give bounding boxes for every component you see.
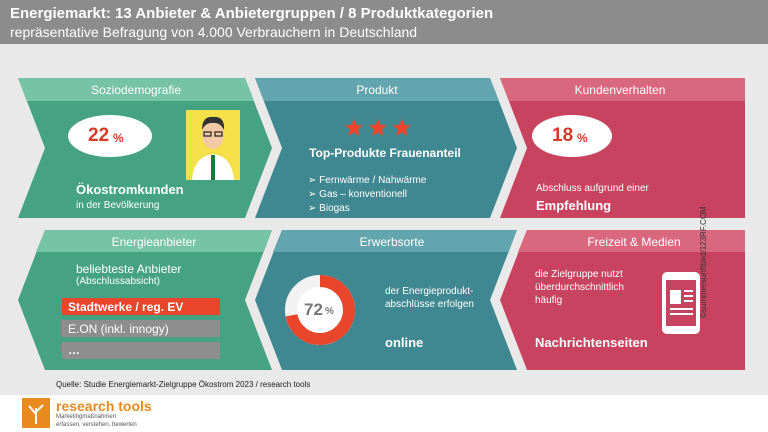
panel-header [36, 230, 272, 252]
panel-title: Energieanbieter [111, 235, 197, 249]
panel-header [273, 230, 517, 252]
list-item: ➢ Gas – konventionell [308, 189, 408, 200]
panel-header [518, 230, 745, 252]
unit: % [325, 306, 334, 317]
donut [285, 275, 355, 345]
provider: E.ON (inkl. innogy) [68, 322, 169, 336]
emphasis: Nachrichtenseiten [535, 335, 648, 350]
line: der Energieprodukt- [385, 286, 474, 297]
value: 18 [552, 125, 574, 146]
provider: … [68, 343, 80, 357]
provider: Stadtwerke / reg. EV [68, 300, 184, 314]
panel-pink [500, 230, 745, 370]
panel-teal [255, 78, 517, 218]
panel-header [500, 78, 745, 101]
sublabel: in der Bevölkerung [76, 200, 160, 211]
item-text: Gas – konventionell [319, 189, 408, 200]
panel-title: Soziodemografie [90, 83, 182, 97]
line: abschlüsse erfolgen [385, 299, 474, 310]
item-text: Biogas [319, 203, 350, 214]
person-icon [186, 110, 240, 180]
panel-title: Erwerbsorte [359, 235, 425, 249]
emphasis: online [385, 335, 424, 350]
label: Ökostromkunden [76, 182, 184, 197]
logo-name: research tools [56, 398, 152, 414]
panel-title: Freizeit & Medien [587, 235, 681, 249]
unit: % [113, 131, 124, 145]
emphasis: Empfehlung [536, 198, 612, 213]
subtitle: repräsentative Befragung von 4.000 Verbr… [10, 24, 418, 40]
title: Energiemarkt: 13 Anbieter & Anbietergrup… [10, 5, 494, 22]
item-text: Fernwärme / Nahwärme [319, 175, 427, 186]
credit: ©summersunftbird/123RF.COM [699, 206, 708, 318]
logo-tagline: Marketingmaßnahmen [56, 414, 117, 420]
panel-header [18, 78, 254, 101]
provider-bar [62, 320, 220, 337]
line: häufig [535, 295, 563, 306]
line: die Zielgruppe nutzt [535, 269, 623, 280]
donut-center [291, 281, 349, 339]
source: Quelle: Studie Energiemarkt-Zielgruppe Ö… [56, 380, 311, 389]
list-item: ➢ Biogas [308, 203, 350, 214]
heading: Top-Produkte Frauenanteil [309, 146, 461, 160]
panel-pink [500, 78, 745, 218]
logo-tagline: erfassen, verstehen, bewerten [56, 422, 137, 428]
label: Abschluss aufgrund einer [536, 183, 649, 194]
phone-icon [662, 272, 700, 334]
footer-band [0, 395, 768, 432]
label: beliebteste Anbieter [76, 262, 182, 276]
provider-bar [62, 298, 220, 315]
line: überdurchschnittlich [535, 282, 624, 293]
value-badge [68, 115, 152, 157]
donut-arc [285, 275, 355, 345]
panel-title: Kundenverhalten [574, 83, 666, 97]
panel-title: Produkt [356, 83, 398, 97]
sublabel: (Abschlussabsicht) [76, 276, 160, 287]
header-band [0, 0, 768, 44]
panel-header [255, 78, 499, 101]
value: 22 [88, 125, 110, 146]
list-item: ➢ Fernwärme / Nahwärme [308, 175, 427, 186]
unit: % [577, 131, 588, 145]
value-badge [532, 115, 612, 157]
logo-mark [22, 398, 50, 428]
provider-bar [62, 342, 220, 359]
stars [345, 119, 411, 136]
value: 72 [304, 300, 323, 319]
